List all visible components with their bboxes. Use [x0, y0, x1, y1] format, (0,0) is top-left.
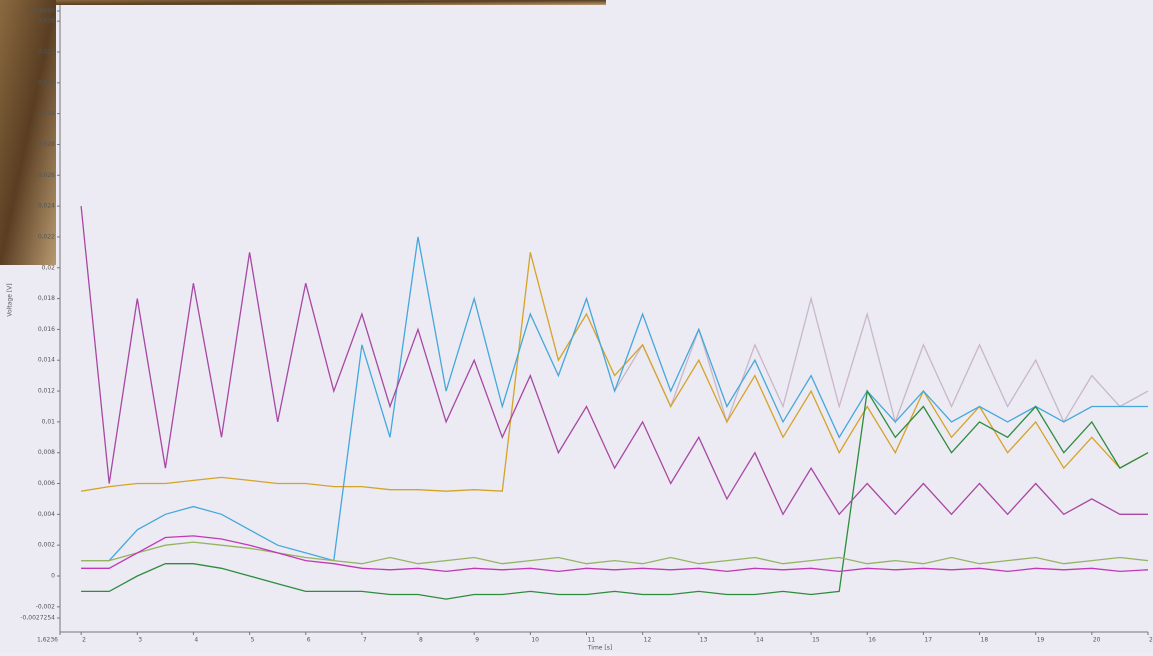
y-tick-label: 0,016: [38, 326, 55, 333]
y-tick-label: 0,022: [38, 233, 55, 240]
x-tick-label: 2: [82, 637, 86, 644]
y-tick-label: 0,018: [38, 295, 55, 302]
x-tick-label: 19: [1037, 637, 1045, 644]
y-tick-label: 0,034: [38, 48, 55, 55]
photo-fragment: [0, 0, 56, 265]
series-line: [80, 252, 1149, 492]
y-tick-label: 0,028: [38, 141, 55, 148]
x-axis-label: Time [s]: [587, 645, 612, 652]
y-tick-label: 0: [51, 572, 55, 579]
x-tick-label: 7: [363, 637, 367, 644]
y-tick-label: 0,03: [42, 110, 56, 117]
series-line: [81, 535, 1149, 573]
x-tick-label: 3: [138, 637, 142, 644]
x-tick-label: 15: [812, 637, 820, 644]
y-axis-label: Voltage [V]: [7, 283, 14, 316]
x-tick-label: 18: [981, 637, 989, 644]
x-tick-label: 16: [868, 637, 876, 644]
y-tick-label: 0,008: [38, 449, 55, 456]
y-tick-label: -0,002: [36, 603, 56, 610]
x-tick-label: 17: [924, 637, 932, 644]
y-tick-label: 0,012: [38, 388, 55, 395]
photo-fragment-top: [56, 0, 606, 5]
x-tick-label: 13: [700, 637, 708, 644]
y-tick-label: 0,024: [38, 203, 55, 210]
y-tick-label: 0,032: [38, 79, 55, 86]
x-tick-label: 6: [307, 637, 311, 644]
series-line: [81, 236, 1148, 562]
y-tick-label: 0,002: [38, 542, 55, 549]
x-tick-label: 5: [251, 637, 255, 644]
series-line: [81, 389, 1149, 600]
series-line: [81, 541, 1149, 565]
y-tick-label: 0,036: [38, 18, 55, 25]
x-tick-label: 20: [1093, 637, 1101, 644]
x-tick-label: 21: [1149, 637, 1153, 644]
x-tick-label: 8: [419, 637, 423, 644]
y-tick-label: 0,02: [42, 264, 56, 271]
x-tick-label: 14: [756, 637, 764, 644]
y-tick-label: 0,004: [38, 511, 55, 518]
x-tick-label: 4: [194, 637, 198, 644]
series-line: [614, 296, 1149, 425]
x-tick-label: 9: [475, 637, 479, 644]
y-tick-label: 0,014: [38, 357, 55, 364]
y-tick-label: 0,006: [38, 480, 55, 487]
y-tick-label: 0,036660: [26, 8, 55, 15]
x-tick-label: 10: [531, 637, 539, 644]
x-tick-label: 11: [587, 637, 595, 644]
y-tick-label: 0,01: [42, 418, 56, 425]
y-tick-label: -0,0027254: [20, 615, 55, 622]
x-tick-label: 1,6236: [37, 637, 58, 644]
x-tick-label: 12: [644, 637, 652, 644]
y-tick-label: 0,026: [38, 172, 55, 179]
series-line: [80, 206, 1148, 516]
